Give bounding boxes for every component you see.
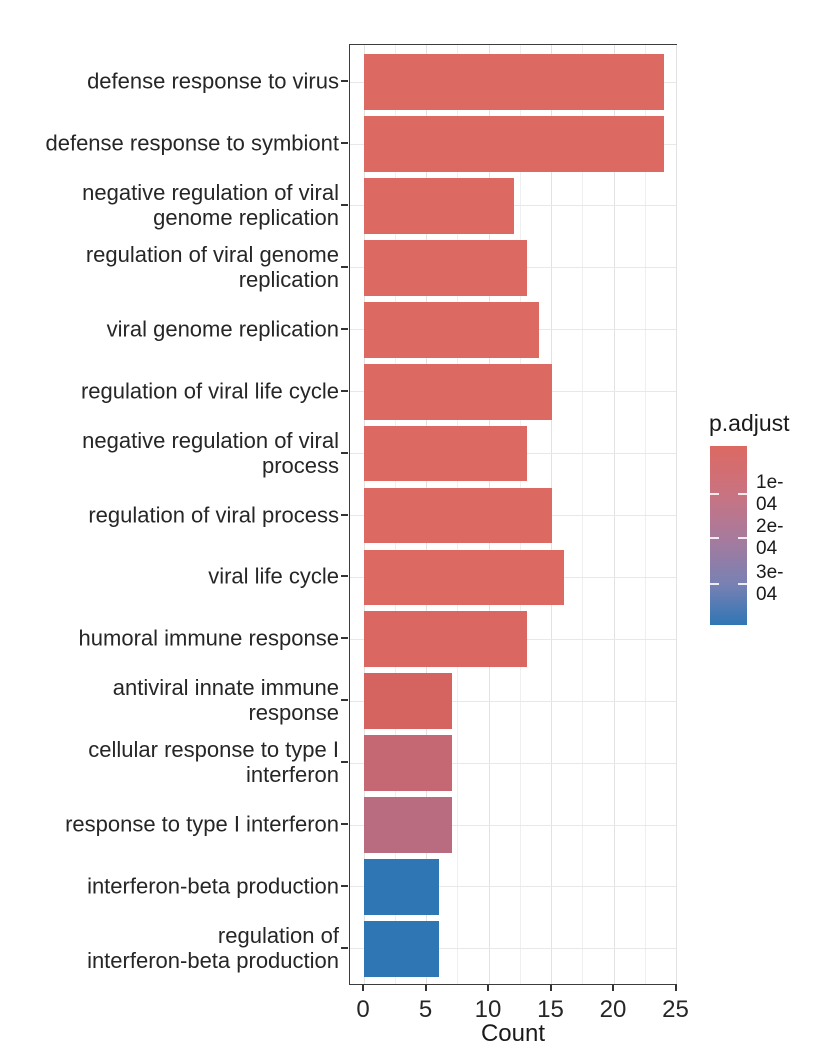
legend-tick-label: 3e-04 — [756, 562, 784, 605]
x-tick — [612, 985, 614, 991]
gridline-row — [350, 886, 676, 888]
gridline-major — [613, 45, 615, 984]
bar — [364, 487, 552, 544]
y-tick-label: regulation of viral life cycle — [80, 378, 339, 404]
y-tick-label: regulation of interferon-beta production — [87, 922, 339, 973]
bar — [364, 549, 564, 606]
y-tick — [341, 699, 348, 702]
y-tick — [341, 823, 348, 826]
x-tick-label: 25 — [662, 996, 689, 1023]
gridline-major — [551, 45, 552, 984]
x-tick — [674, 985, 677, 991]
x-tick — [362, 985, 364, 991]
y-tick-label: response to type I interferon — [65, 811, 339, 837]
legend-tick-mark — [738, 583, 747, 585]
y-tick — [341, 884, 348, 887]
gridline-minor — [644, 45, 646, 984]
x-tick-label: 5 — [418, 996, 433, 1023]
y-tick-label: humoral immune response — [78, 625, 339, 651]
legend-tick-mark — [738, 536, 747, 539]
y-tick — [341, 142, 348, 145]
bar — [364, 178, 514, 234]
bar — [364, 54, 664, 110]
x-tick-label: 20 — [599, 996, 627, 1023]
gridline-row — [350, 824, 676, 826]
y-tick-label: defense response to virus — [87, 68, 339, 94]
y-tick-label: viral life cycle — [208, 563, 339, 589]
y-tick — [341, 265, 348, 268]
x-tick — [487, 985, 489, 991]
legend-tick-mark — [738, 492, 747, 495]
legend-gradient-bar — [710, 446, 747, 625]
bar — [364, 363, 552, 420]
x-tick — [424, 985, 427, 991]
y-tick — [341, 80, 348, 83]
gridline-row — [350, 762, 676, 764]
bar — [364, 797, 452, 853]
y-tick-label: negative regulation of viral genome repl… — [82, 179, 339, 230]
bar — [364, 425, 527, 482]
legend-tick-label: 2e-04 — [756, 515, 784, 559]
bar — [364, 301, 539, 358]
legend-tick-mark — [710, 536, 719, 539]
gridline-minor — [582, 45, 584, 984]
y-tick — [341, 637, 348, 640]
y-tick — [341, 575, 348, 578]
y-tick-label: antiviral innate immune response — [112, 675, 339, 726]
x-axis-title: Count — [480, 1020, 546, 1047]
bar — [364, 116, 664, 172]
y-tick-label: viral genome replication — [106, 316, 339, 342]
x-tick-label: 15 — [537, 996, 564, 1023]
x-tick — [549, 985, 552, 991]
y-tick-label: regulation of viral process — [88, 502, 339, 527]
y-tick — [341, 327, 348, 330]
y-tick — [341, 389, 348, 392]
plot-panel — [349, 44, 677, 985]
x-tick-label: 10 — [474, 996, 502, 1023]
legend-tick-mark — [710, 583, 719, 585]
x-tick-label: 0 — [356, 996, 370, 1023]
legend-title: p.adjust — [709, 410, 790, 436]
y-tick-label: interferon-beta production — [87, 873, 339, 899]
bar — [364, 240, 527, 296]
gridline-major — [676, 45, 677, 984]
bar — [364, 611, 527, 668]
gridline-row — [350, 700, 676, 702]
y-tick-label: regulation of viral genome replication — [85, 241, 339, 292]
y-tick — [341, 203, 348, 206]
y-tick — [341, 761, 348, 764]
gridline-row — [350, 948, 676, 950]
legend-tick-label: 1e-04 — [756, 471, 784, 515]
bar — [364, 673, 452, 730]
bar — [364, 735, 452, 791]
y-tick-label: defense response to symbiont — [45, 130, 339, 156]
y-tick — [341, 513, 348, 516]
y-tick — [341, 946, 348, 949]
legend-tick-mark — [710, 492, 719, 495]
bar — [364, 859, 439, 915]
y-tick-label: negative regulation of viral process — [82, 427, 339, 478]
y-tick-label: cellular response to type I interferon — [88, 737, 339, 788]
bar — [364, 920, 439, 977]
y-tick — [341, 451, 348, 454]
